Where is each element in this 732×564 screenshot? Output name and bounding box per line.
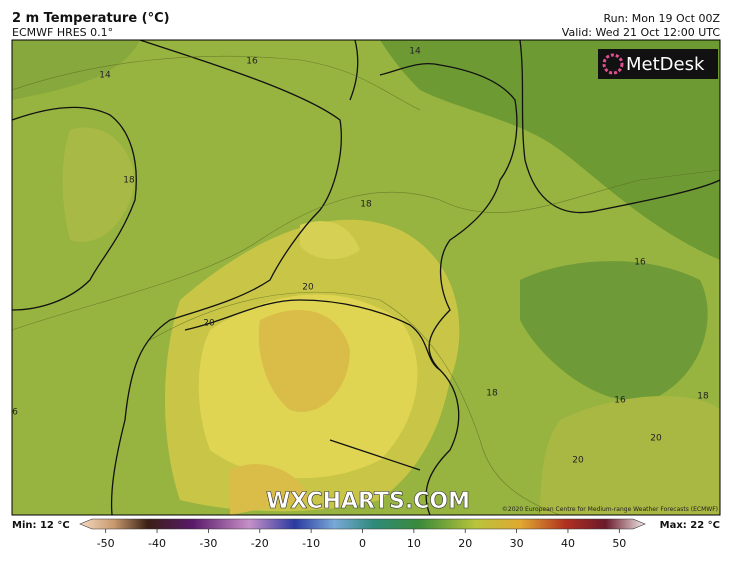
contour-label: 20 <box>650 434 662 444</box>
watermark: WXCHARTS.COM <box>266 489 470 514</box>
colorbar-tick-label: 40 <box>561 537 575 550</box>
contour-label: 18 <box>697 392 709 402</box>
map-frame <box>11 39 721 516</box>
subtitle: ECMWF HRES 0.1° <box>12 26 113 39</box>
colorbar-tick-label: 10 <box>407 537 421 550</box>
logo-text: MetDesk <box>626 54 705 75</box>
title: 2 m Temperature (°C) <box>12 11 170 26</box>
run-time: Run: Mon 19 Oct 00Z <box>603 12 720 25</box>
copyright: ©2020 European Centre for Medium-range W… <box>502 506 718 513</box>
contour-label: 18 <box>486 389 498 399</box>
contours <box>12 55 720 515</box>
valid-time: Valid: Wed 21 Oct 12:00 UTC <box>562 26 721 39</box>
colorbar-tick-label: 30 <box>510 537 524 550</box>
contour-label: 14 <box>409 47 421 57</box>
colorbar-tick-label: -40 <box>148 537 166 550</box>
colorbar-tick-label: 50 <box>612 537 626 550</box>
legend-min: Min: 12 °C <box>12 520 70 531</box>
contour-label: 18 <box>360 200 372 210</box>
contour-label: 16 <box>246 57 258 67</box>
logo: MetDesk <box>598 49 718 79</box>
contour-label: 20 <box>302 283 314 293</box>
contour-label: 16 <box>614 396 626 406</box>
contour-label: 6 <box>12 408 18 418</box>
colorbar-tick-label: 20 <box>458 537 472 550</box>
coastlines <box>12 40 720 515</box>
contour-label: 16 <box>634 258 646 268</box>
map <box>12 40 720 515</box>
contour-label: 20 <box>572 456 584 466</box>
colorbar-tick-label: -30 <box>199 537 217 550</box>
colorbar: -50 -40 -30 -20 -10 0 10 20 30 40 50 <box>79 518 646 550</box>
contour-label: 14 <box>99 71 111 81</box>
legend-max: Max: 22 °C <box>660 520 720 531</box>
contour-label: 20 <box>203 319 215 329</box>
colorbar-tick-label: 0 <box>359 537 366 550</box>
colorbar-tick-label: -10 <box>302 537 320 550</box>
colorbar-tick-label: -50 <box>97 537 115 550</box>
colorbar-tick-label: -20 <box>251 537 269 550</box>
contour-label: 18 <box>123 176 135 186</box>
